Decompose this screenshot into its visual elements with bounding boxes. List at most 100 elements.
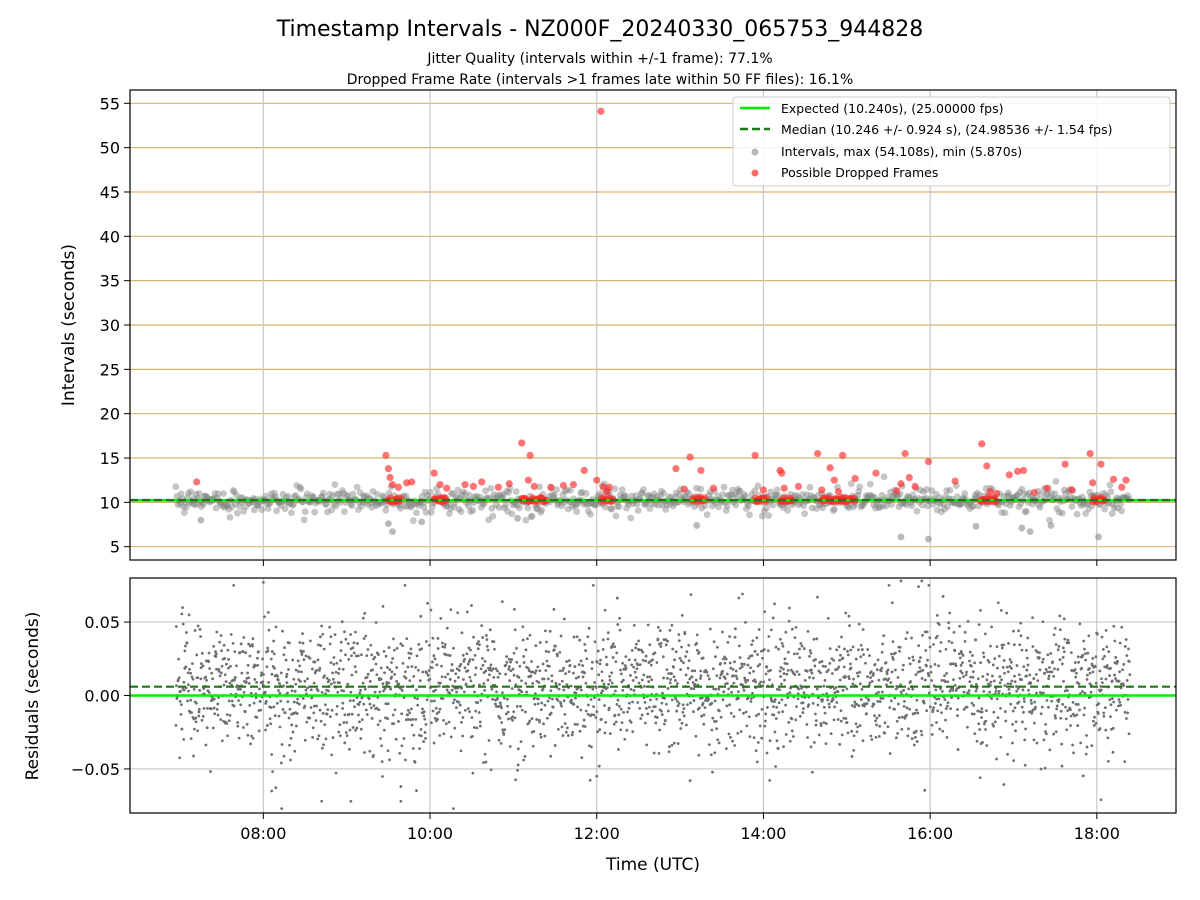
residual-point bbox=[344, 653, 347, 657]
interval-point bbox=[663, 501, 671, 509]
residual-point bbox=[416, 697, 419, 701]
residual-point bbox=[793, 673, 797, 677]
residual-point bbox=[977, 722, 981, 726]
residual-point bbox=[424, 736, 427, 740]
residual-point bbox=[1116, 660, 1119, 664]
residual-point bbox=[445, 626, 449, 630]
residual-point bbox=[606, 637, 610, 641]
interval-point bbox=[509, 501, 517, 509]
residual-point bbox=[925, 709, 929, 712]
residual-point bbox=[291, 730, 295, 734]
residual-point bbox=[1044, 722, 1048, 726]
residual-point bbox=[733, 744, 737, 747]
residual-point bbox=[827, 702, 831, 706]
residual-point bbox=[1047, 674, 1051, 678]
residual-point bbox=[465, 652, 469, 656]
residual-point bbox=[929, 665, 933, 668]
residual-point bbox=[659, 709, 663, 713]
residual-point bbox=[632, 624, 636, 627]
interval-point bbox=[489, 512, 497, 520]
residual-point bbox=[512, 710, 516, 714]
residual-point bbox=[879, 696, 883, 700]
residual-point bbox=[973, 661, 976, 665]
interval-point bbox=[847, 480, 855, 488]
residual-point bbox=[1060, 764, 1064, 768]
residual-point bbox=[648, 643, 652, 647]
residual-point bbox=[511, 718, 514, 722]
residual-point bbox=[742, 711, 745, 715]
residual-point bbox=[177, 676, 181, 680]
residual-point bbox=[783, 657, 787, 661]
residual-point bbox=[1094, 721, 1098, 725]
residual-point bbox=[431, 709, 435, 713]
dropped-frame-point bbox=[1019, 466, 1028, 475]
residual-point bbox=[545, 659, 549, 663]
residual-point bbox=[1049, 652, 1053, 655]
residual-point bbox=[464, 708, 467, 712]
residual-point bbox=[330, 753, 334, 757]
residual-point bbox=[328, 642, 332, 646]
interval-point bbox=[925, 535, 932, 543]
residual-point bbox=[1033, 700, 1037, 704]
residual-point bbox=[257, 650, 260, 654]
residual-point bbox=[372, 704, 376, 708]
residual-point bbox=[782, 672, 786, 675]
residual-point bbox=[730, 690, 733, 694]
residual-point bbox=[1071, 743, 1075, 747]
residual-point bbox=[894, 736, 898, 740]
interval-point bbox=[538, 506, 546, 514]
residual-point bbox=[260, 671, 264, 675]
residual-point bbox=[410, 723, 414, 727]
residual-point bbox=[311, 736, 315, 739]
residual-point bbox=[771, 616, 775, 620]
residual-point bbox=[663, 719, 667, 723]
residual-point bbox=[616, 623, 620, 626]
residual-point bbox=[1127, 732, 1131, 736]
residual-point bbox=[359, 727, 363, 731]
residual-point bbox=[348, 699, 352, 703]
dropped-frame-point bbox=[780, 484, 788, 492]
residual-point bbox=[561, 669, 565, 672]
residual-point bbox=[438, 707, 442, 711]
interval-point bbox=[866, 480, 874, 488]
interval-point bbox=[330, 500, 338, 508]
residual-point bbox=[335, 712, 339, 716]
residual-point bbox=[645, 707, 648, 710]
intervals-y-axis-label: Intervals (seconds) bbox=[59, 244, 79, 406]
residual-point bbox=[202, 706, 206, 710]
residual-point bbox=[929, 670, 933, 674]
residual-point bbox=[1041, 660, 1044, 664]
interval-point bbox=[303, 490, 311, 498]
residual-point bbox=[231, 642, 235, 645]
interval-point bbox=[623, 504, 630, 512]
dropped-frame-point bbox=[1068, 486, 1076, 494]
residual-point bbox=[1042, 691, 1045, 695]
residual-point bbox=[773, 730, 777, 734]
residual-point bbox=[399, 642, 403, 646]
dropped-frame-point bbox=[593, 476, 601, 484]
residual-point bbox=[544, 649, 548, 653]
residual-point bbox=[584, 709, 588, 713]
residual-point bbox=[928, 645, 932, 649]
residual-point bbox=[647, 680, 651, 683]
residual-point bbox=[529, 670, 533, 674]
residual-point bbox=[381, 682, 385, 686]
residual-point bbox=[420, 734, 423, 738]
residual-point bbox=[707, 743, 711, 747]
residual-point bbox=[959, 663, 963, 667]
residual-point bbox=[390, 661, 393, 664]
residual-point bbox=[740, 662, 744, 666]
interval-point bbox=[1005, 492, 1013, 499]
residual-point bbox=[631, 679, 635, 682]
residual-point bbox=[285, 681, 289, 685]
interval-point bbox=[224, 502, 232, 510]
residual-point bbox=[267, 628, 271, 632]
interval-point bbox=[179, 503, 187, 511]
interval-point bbox=[185, 489, 192, 497]
residual-point bbox=[959, 669, 963, 673]
residual-point bbox=[449, 608, 453, 612]
residual-point bbox=[578, 638, 582, 642]
residual-point bbox=[393, 673, 396, 676]
residual-point bbox=[1050, 670, 1054, 674]
